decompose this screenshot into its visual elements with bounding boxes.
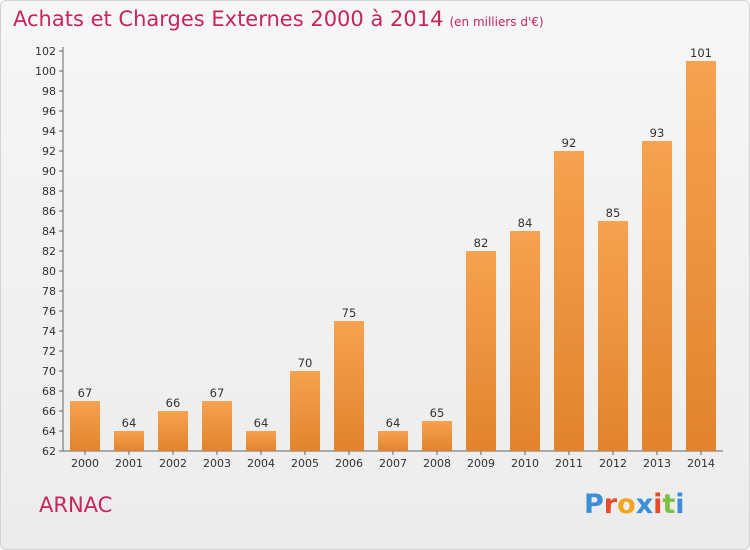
- chart-unit: (en milliers d'€): [449, 15, 544, 29]
- value-label-2002: 66: [166, 396, 181, 410]
- value-label-2014: 101: [690, 46, 712, 60]
- bar-2003: [202, 401, 232, 451]
- bar-2007: [378, 431, 408, 451]
- value-label-2001: 64: [122, 416, 137, 430]
- value-label-2008: 65: [430, 406, 445, 420]
- x-tick-label-2011: 2011: [555, 457, 583, 470]
- x-tick-label-2007: 2007: [379, 457, 407, 470]
- logo-letter: x: [635, 489, 654, 520]
- x-tick-label-2005: 2005: [291, 457, 319, 470]
- value-label-2011: 92: [562, 136, 577, 150]
- y-tick-label: 66: [42, 405, 56, 418]
- bar-2012: [598, 221, 628, 451]
- y-tick-label: 94: [42, 125, 56, 138]
- chart-title: Achats et Charges Externes 2000 à 2014 (e…: [13, 7, 544, 31]
- y-tick-label: 82: [42, 245, 56, 258]
- x-tick-label-2010: 2010: [511, 457, 539, 470]
- x-tick-label-2014: 2014: [687, 457, 715, 470]
- bar-2006: [334, 321, 364, 451]
- x-tick-label-2004: 2004: [247, 457, 275, 470]
- value-label-2006: 75: [342, 306, 357, 320]
- y-tick-label: 74: [42, 325, 56, 338]
- value-label-2009: 82: [474, 236, 489, 250]
- y-tick-label: 62: [42, 445, 56, 458]
- y-tick-label: 70: [42, 365, 56, 378]
- value-label-2004: 64: [254, 416, 269, 430]
- value-labels: 67 64 66 67 64 70 75 64 65 82 84 92 85 93 101: [78, 46, 712, 430]
- bar-2010: [510, 231, 540, 451]
- y-tick-label: 86: [42, 205, 56, 218]
- y-tick-label: 98: [42, 85, 56, 98]
- x-tick-label-2006: 2006: [335, 457, 363, 470]
- bar-2005: [290, 371, 320, 451]
- chart-title-text: Achats et Charges Externes 2000 à 2014: [13, 7, 444, 31]
- bar-2011: [554, 151, 584, 451]
- x-tick-label-2012: 2012: [599, 457, 627, 470]
- x-tick-labels: 2000 2001 2002 2003 2004 2005 2006 2007 2008 2009…: [71, 457, 715, 470]
- x-tick-label-2001: 2001: [115, 457, 143, 470]
- y-tick-label: 100: [35, 65, 56, 78]
- value-label-2010: 84: [518, 216, 533, 230]
- value-label-2012: 85: [606, 206, 621, 220]
- bar-2004: [246, 431, 276, 451]
- y-tick-labels: 62 64 66 68 70 72 74 76 78 80 82 84 86 88 90 92 94 96 98 10…: [35, 45, 56, 458]
- logo-letter: o: [617, 489, 636, 520]
- x-tick-label-2002: 2002: [159, 457, 187, 470]
- y-tick-label: 92: [42, 145, 56, 158]
- value-label-2003: 67: [210, 386, 225, 400]
- x-tick-label-2000: 2000: [71, 457, 99, 470]
- y-tick-label: 64: [42, 425, 56, 438]
- y-tick-label: 90: [42, 165, 56, 178]
- bar-2000: [70, 401, 100, 451]
- logo-letter: i: [653, 489, 663, 520]
- bar-2009: [466, 251, 496, 451]
- proxiti-logo: Proxiti: [584, 489, 685, 520]
- bar-2001: [114, 431, 144, 451]
- x-tick-label-2008: 2008: [423, 457, 451, 470]
- value-label-2000: 67: [78, 386, 93, 400]
- commune-name: ARNAC: [39, 493, 113, 517]
- logo-letter: i: [675, 489, 685, 520]
- x-tick-label-2009: 2009: [467, 457, 495, 470]
- y-tick-label: 102: [35, 45, 56, 58]
- bar-2013: [642, 141, 672, 451]
- y-tick-label: 76: [42, 305, 56, 318]
- y-tick-label: 88: [42, 185, 56, 198]
- y-tick-label: 68: [42, 385, 56, 398]
- logo-letter: P: [584, 489, 604, 520]
- value-label-2013: 93: [650, 126, 665, 140]
- bar-2014: [686, 61, 716, 451]
- y-tick-label: 84: [42, 225, 56, 238]
- bar-2002: [158, 411, 188, 451]
- y-tick-label: 80: [42, 265, 56, 278]
- x-tick-label-2003: 2003: [203, 457, 231, 470]
- value-label-2007: 64: [386, 416, 401, 430]
- x-tick-label-2013: 2013: [643, 457, 671, 470]
- value-label-2005: 70: [298, 356, 313, 370]
- y-tick-label: 72: [42, 345, 56, 358]
- bar-2008: [422, 421, 452, 451]
- y-tick-label: 78: [42, 285, 56, 298]
- y-tick-label: 96: [42, 105, 56, 118]
- logo-letter: r: [603, 489, 618, 520]
- logo-letter: t: [662, 489, 676, 520]
- bars: [70, 61, 716, 451]
